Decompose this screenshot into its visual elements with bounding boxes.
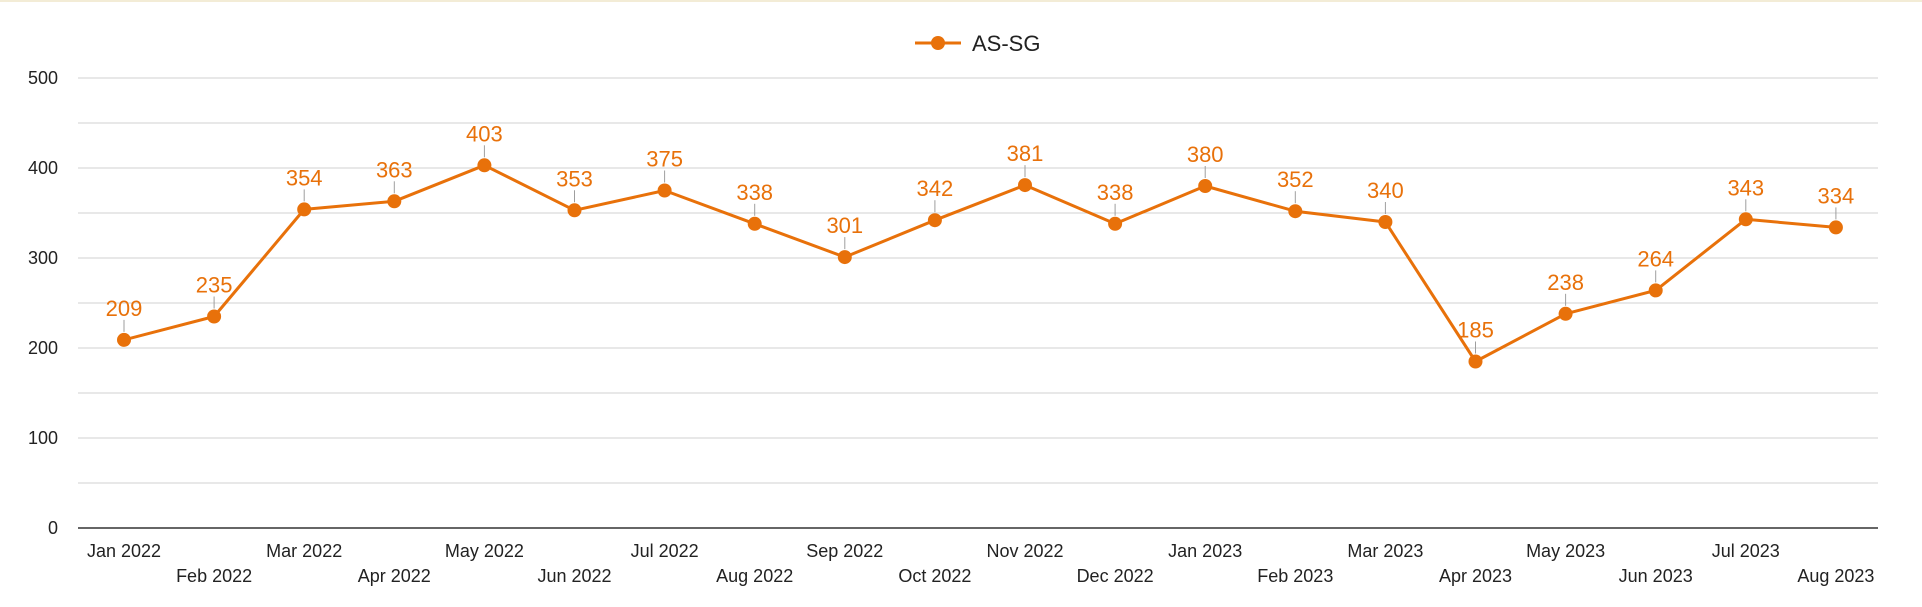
- data-label: 338: [1097, 180, 1134, 205]
- x-tick-label: Dec 2022: [1077, 566, 1154, 586]
- series-as-sg: [117, 158, 1843, 369]
- y-tick-label: 200: [28, 338, 58, 358]
- x-tick-label: Mar 2022: [266, 541, 342, 561]
- x-axis: Jan 2022 Feb 2022 Mar 2022 Apr 2022 May 2022…: [78, 527, 1878, 586]
- data-point[interactable]: [207, 309, 222, 324]
- data-label: 353: [556, 166, 593, 191]
- data-point[interactable]: [297, 202, 312, 217]
- data-labels: 209 235 354 363 403 353 375 338 301 342 381 338 380 3…: [106, 121, 1855, 354]
- x-tick-label: Jan 2023: [1168, 541, 1242, 561]
- x-tick-label: Jun 2022: [537, 566, 611, 586]
- data-point[interactable]: [1198, 179, 1213, 193]
- data-point[interactable]: [657, 183, 672, 198]
- legend-label: AS-SG: [972, 31, 1040, 56]
- series-line: [123, 163, 1837, 363]
- x-tick-label: Aug 2022: [716, 566, 793, 586]
- data-point[interactable]: [1558, 306, 1573, 321]
- data-label: 340: [1367, 178, 1404, 203]
- x-tick-label: May 2022: [445, 541, 524, 561]
- x-tick-label: Mar 2023: [1347, 541, 1423, 561]
- data-point[interactable]: [1378, 215, 1393, 229]
- data-label: 264: [1637, 246, 1674, 271]
- data-label: 334: [1818, 183, 1855, 208]
- data-point[interactable]: [1018, 178, 1032, 193]
- x-tick-label: Oct 2022: [898, 566, 971, 586]
- x-tick-label: Jun 2023: [1619, 566, 1693, 586]
- x-tick-label: Aug 2023: [1797, 566, 1874, 586]
- data-label: 301: [826, 213, 863, 238]
- data-label: 381: [1007, 141, 1044, 166]
- data-point[interactable]: [747, 216, 762, 231]
- data-point[interactable]: [837, 250, 852, 265]
- data-point[interactable]: [927, 213, 942, 228]
- legend-dot-icon: [931, 36, 945, 50]
- data-point[interactable]: [477, 158, 492, 173]
- x-tick-label: Nov 2022: [986, 541, 1063, 561]
- data-point[interactable]: [1108, 216, 1123, 231]
- data-point[interactable]: [1828, 220, 1843, 235]
- data-label: 352: [1277, 167, 1314, 192]
- data-label: 363: [376, 157, 413, 182]
- x-tick-label: Feb 2023: [1257, 566, 1333, 586]
- data-point[interactable]: [1648, 283, 1663, 298]
- data-point[interactable]: [1738, 212, 1753, 227]
- data-point[interactable]: [1288, 204, 1303, 219]
- data-label: 238: [1547, 270, 1584, 295]
- x-tick-label: Feb 2022: [176, 566, 252, 586]
- y-tick-label: 400: [28, 158, 58, 178]
- data-label: 209: [106, 296, 143, 321]
- x-tick-label: Jul 2023: [1712, 541, 1780, 561]
- gridlines: [78, 77, 1878, 484]
- x-tick-label: Apr 2023: [1439, 566, 1512, 586]
- data-label: 380: [1187, 142, 1224, 167]
- data-point[interactable]: [117, 332, 131, 347]
- data-point[interactable]: [1468, 354, 1483, 369]
- y-tick-label: 300: [28, 248, 58, 268]
- x-tick-label: Jul 2022: [631, 541, 699, 561]
- x-tick-label: Apr 2022: [358, 566, 431, 586]
- data-point[interactable]: [567, 203, 582, 218]
- data-label: 342: [917, 176, 954, 201]
- x-tick-label: Jan 2022: [87, 541, 161, 561]
- top-border: [0, 0, 1922, 2]
- y-axis: 0 100 200 300 400 500: [28, 68, 58, 538]
- legend[interactable]: AS-SG: [915, 31, 1040, 56]
- data-label: 403: [466, 121, 503, 146]
- x-tick-label: Sep 2022: [806, 541, 883, 561]
- y-tick-label: 0: [48, 518, 58, 538]
- data-label: 185: [1457, 318, 1494, 343]
- data-label: 354: [286, 165, 323, 190]
- x-tick-label: May 2023: [1526, 541, 1605, 561]
- data-label: 235: [196, 273, 233, 298]
- data-label: 375: [646, 147, 683, 172]
- y-tick-label: 100: [28, 428, 58, 448]
- data-point[interactable]: [387, 194, 402, 209]
- data-label: 338: [736, 180, 773, 205]
- data-label: 343: [1727, 175, 1764, 200]
- y-tick-label: 500: [28, 68, 58, 88]
